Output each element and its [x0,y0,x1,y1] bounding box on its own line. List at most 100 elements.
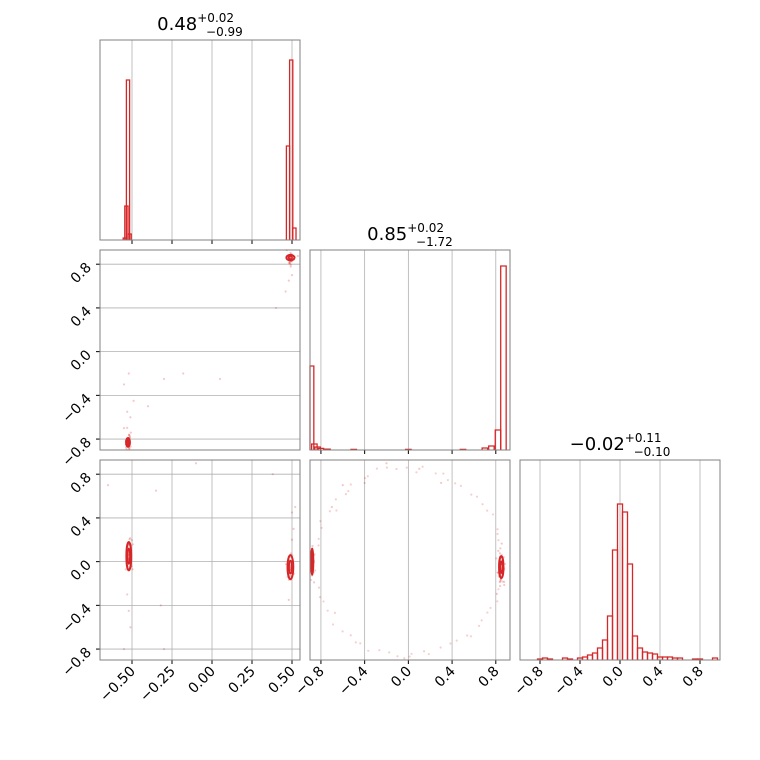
y-tick-label: 0.8 [68,470,95,497]
scatter-point [294,505,297,509]
axes-frame [99,39,301,241]
density-contour [498,555,505,580]
scatter-point [322,600,325,603]
scatter-point [131,568,134,571]
scatter-point [442,472,445,475]
scatter-point [395,467,398,471]
scatter-point [410,652,413,655]
scatter-point [446,478,449,482]
histogram-bar [611,549,619,660]
marks-layer [106,59,719,660]
scatter-point [500,542,503,545]
scatter-point [292,527,295,530]
histogram-bar [601,639,609,660]
scatter-point [418,467,421,470]
scatter-point [162,377,166,381]
scatter-point [495,557,498,560]
scatter-point [284,290,287,293]
density-contour [499,560,503,574]
scatter-point [497,549,500,552]
scatter-point [311,544,314,548]
scatter-point [366,475,369,478]
title-param-3: −0.02+0.11 −0.10 [570,431,671,459]
scatter-point [405,466,408,469]
histogram-bar [621,511,629,660]
x-tick-label: 0.8 [680,664,707,691]
scatter-point [287,598,290,601]
scatter-point [359,642,362,645]
histogram-bar [596,647,604,660]
scatter-point [408,655,411,658]
scatter-point [159,604,162,607]
x-tick-label: −0.50 [97,664,139,706]
scatter-point [326,609,329,612]
scatter-point [129,537,132,540]
scatter-point [375,467,378,470]
scatter-point [477,624,481,628]
histogram-bar [631,635,639,660]
text-layer: 0.48+0.02 −0.99 0.85+0.02 −1.72 −0.02+0.11… [59,11,706,705]
scatter-point [122,647,126,651]
scatter-point [497,588,500,591]
scatter-point [341,484,344,487]
scatter-point [131,543,134,546]
scatter-point [496,532,499,536]
title-param-2: 0.85+0.02 −1.72 [367,221,453,249]
scatter-point [496,600,499,603]
scatter-point [128,538,131,541]
y-tick-label: 0.0 [68,557,95,584]
scatter-point [489,606,492,610]
scatter-point [347,489,350,493]
scatter-point [126,426,129,429]
grid-layer [100,40,701,660]
scatter-point [334,498,337,501]
scatter-point [499,578,502,582]
x-tick-label: 0.25 [225,664,258,697]
histogram-bar [646,652,654,660]
scatter-point [415,471,418,474]
x-tick-label: −0.25 [137,664,179,706]
histogram-bar [711,657,719,660]
scatter-point [499,584,502,588]
scatter-point [500,569,504,572]
scatter-point [499,580,502,583]
histogram-bar [500,265,507,450]
scatter-point [504,562,507,566]
scatter-point [496,528,499,531]
scatter-point [127,433,131,436]
histogram-bar [651,653,659,660]
density-contour [125,436,131,448]
histogram-bar [288,59,294,240]
scatter-point [496,571,499,574]
scatter-point [218,377,222,381]
x-tick-label: 0.50 [265,664,298,697]
scatter-point [289,265,292,268]
scatter-point [287,279,290,282]
histogram-bar [481,447,489,450]
y-tick-label: −0.4 [59,601,94,636]
histogram-bar [606,615,614,660]
scatter-point [127,433,131,437]
scatter-point [288,262,291,265]
scatter-point [449,642,452,645]
histogram-bar [292,227,297,240]
axes-frame [309,249,511,451]
scatter-point [363,477,367,480]
scatter-point [128,447,131,451]
scatter-point [434,472,437,475]
scatter-point [126,593,129,596]
histogram-bar [636,647,644,660]
scatter-point [498,580,501,583]
scatter-point [289,263,293,266]
scatter-point [318,596,322,599]
scatter-point [317,586,321,589]
scatter-point [367,649,370,652]
scatter-point [154,489,158,492]
scatter-point [455,639,458,642]
histogram-bar [591,652,599,660]
scatter-point [146,405,150,408]
scatter-point [333,611,337,614]
scatter-point [475,495,479,498]
x-tick-label: 0.8 [476,664,503,691]
histogram-bar [309,365,315,450]
